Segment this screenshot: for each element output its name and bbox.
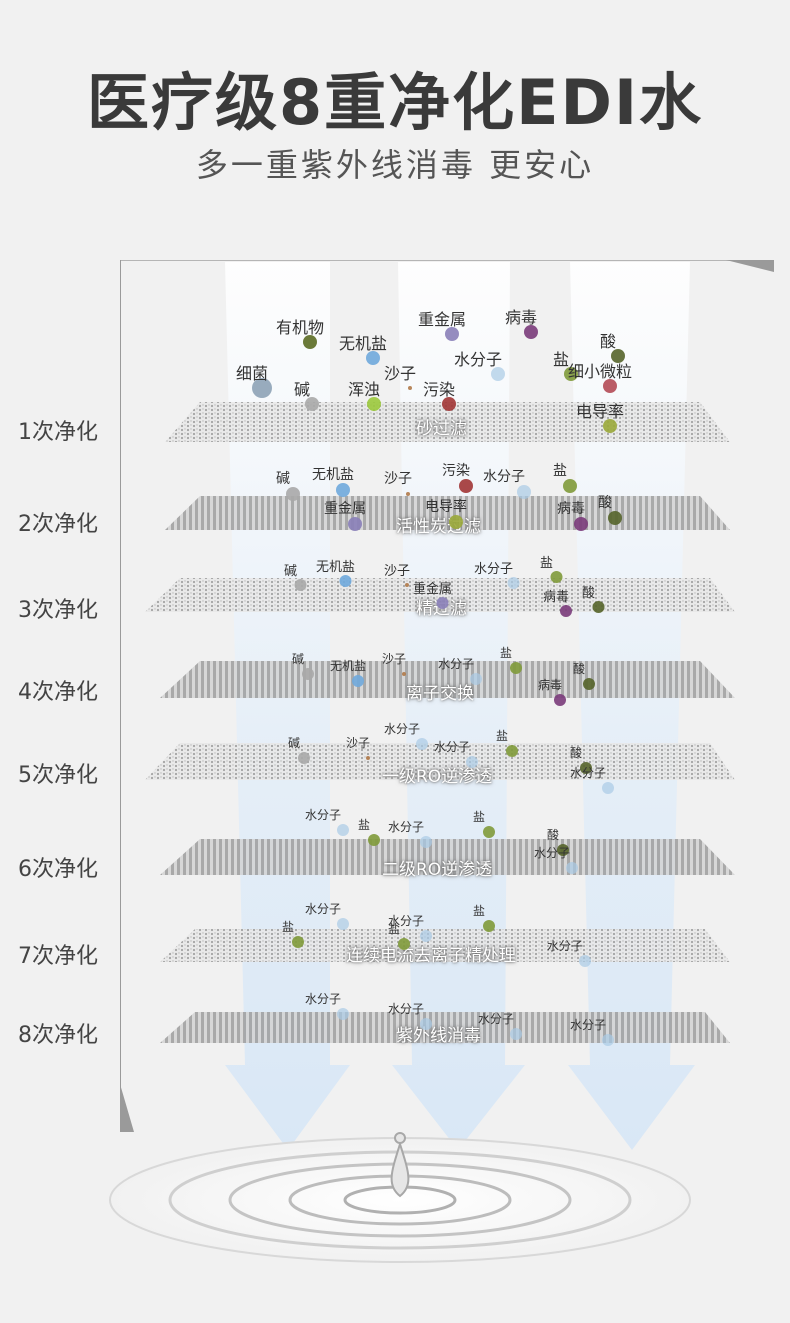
particle-label: 酸 xyxy=(570,746,583,760)
frame-left-line xyxy=(120,260,121,1100)
filter-plate-8 xyxy=(160,1012,730,1043)
particle-label: 酸 xyxy=(600,332,617,351)
particle-label: 盐 xyxy=(473,904,486,918)
particle-label: 碱 xyxy=(284,564,298,579)
beam-right xyxy=(568,262,695,1150)
particle-label: 盐 xyxy=(496,729,509,743)
particle-label: 盐 xyxy=(282,920,295,934)
particle-label: 盐 xyxy=(388,922,401,936)
particle-label: 酸 xyxy=(582,586,596,601)
particle-label: 水分子 xyxy=(474,562,514,577)
stage-7-label: 7次净化 xyxy=(18,944,98,969)
particle-label: 水分子 xyxy=(438,657,475,671)
filter-plate-1 xyxy=(165,402,730,442)
frame-corner-top-right xyxy=(726,260,774,272)
particle-label: 酸 xyxy=(573,662,586,676)
particle-label: 水分子 xyxy=(547,939,584,953)
particle-label: 盐 xyxy=(473,810,486,824)
filter-name-5: 一级RO逆渗透 xyxy=(382,767,493,787)
filter-plate-6 xyxy=(160,839,735,875)
particle-label: 水分子 xyxy=(570,766,607,780)
filter-name-3: 精过滤 xyxy=(416,599,467,619)
particle-label: 浑浊 xyxy=(348,380,381,399)
frame-corner-bottom-left xyxy=(120,1084,134,1132)
stage-3-label: 3次净化 xyxy=(18,598,98,623)
page-title: 医疗级8重净化EDI水 xyxy=(86,66,704,139)
particle-label: 重金属 xyxy=(418,310,467,329)
filter-name-8: 紫外线消毒 xyxy=(396,1026,481,1046)
particle-label: 污染 xyxy=(423,380,456,399)
particle-label: 细小微粒 xyxy=(568,362,633,381)
particle-label: 水分子 xyxy=(478,1012,515,1026)
particle-label: 碱 xyxy=(294,380,311,399)
particle-label: 碱 xyxy=(288,736,301,750)
particle-label: 水分子 xyxy=(534,846,571,860)
filter-name-6: 二级RO逆渗透 xyxy=(382,860,493,880)
particle-label: 沙子 xyxy=(382,652,407,666)
particle-label: 水分子 xyxy=(388,820,425,834)
particle-label: 病毒 xyxy=(543,590,570,605)
particle-label: 无机盐 xyxy=(312,467,354,483)
particle-label: 碱 xyxy=(276,471,290,487)
particle-label: 水分子 xyxy=(454,350,503,369)
stage-8-label: 8次净化 xyxy=(18,1023,98,1048)
particle-label: 重金属 xyxy=(413,582,453,597)
particle-label: 水分子 xyxy=(434,740,471,754)
particle-label: 沙子 xyxy=(384,364,417,383)
particle-label: 盐 xyxy=(553,350,570,369)
frame-top-line xyxy=(120,260,730,261)
particle-label: 沙子 xyxy=(384,564,411,579)
particle-label: 水分子 xyxy=(305,992,342,1006)
stage-5-label: 5次净化 xyxy=(18,763,98,788)
particle-label: 病毒 xyxy=(557,501,585,517)
filter-name-1: 砂过滤 xyxy=(416,419,467,439)
particle-label: 水分子 xyxy=(388,914,425,928)
particle-label: 碱 xyxy=(292,652,305,666)
particle-label: 酸 xyxy=(598,495,612,511)
particle-label: 有机物 xyxy=(276,318,325,337)
filter-plate-2 xyxy=(165,496,730,530)
filter-name-7: 连续电流去离子精处理 xyxy=(346,946,516,966)
filter-name-4: 离子交换 xyxy=(406,684,474,704)
particle-label: 水分子 xyxy=(384,722,421,736)
particle-label: 电导率 xyxy=(576,402,625,421)
particle-label: 盐 xyxy=(553,463,567,479)
particle-label: 无机盐 xyxy=(316,560,356,575)
water-ripple-icon xyxy=(109,1132,691,1263)
beam-left xyxy=(225,262,350,1150)
particle-label: 病毒 xyxy=(538,678,563,692)
particle-label: 沙子 xyxy=(384,471,412,487)
particle-label: 水分子 xyxy=(483,469,525,485)
stage-2-label: 2次净化 xyxy=(18,512,98,537)
particle-label: 水分子 xyxy=(570,1018,607,1032)
particle-label: 盐 xyxy=(540,556,554,571)
particle-label: 无机盐 xyxy=(339,334,388,353)
particle-label: 盐 xyxy=(500,646,513,660)
stage-4-label: 4次净化 xyxy=(18,680,98,705)
particle-label: 沙子 xyxy=(346,736,371,750)
stage-6-label: 6次净化 xyxy=(18,857,98,882)
particle-label: 盐 xyxy=(358,818,371,832)
particle-label: 污染 xyxy=(442,463,470,479)
particle-label: 无机盐 xyxy=(330,659,367,673)
particle-label: 重金属 xyxy=(324,501,366,517)
particle-label: 电导率 xyxy=(425,499,467,515)
particle-label: 病毒 xyxy=(505,308,538,327)
filter-plate-3 xyxy=(145,578,735,612)
particle-label: 水分子 xyxy=(305,902,342,916)
particle-label: 水分子 xyxy=(305,808,342,822)
particle-label: 细菌 xyxy=(236,364,269,383)
particle-label: 酸 xyxy=(547,828,560,842)
page-subtitle: 多一重紫外线消毒 更安心 xyxy=(195,146,595,184)
particle-label: 水分子 xyxy=(388,1002,425,1016)
stage-1-label: 1次净化 xyxy=(18,420,98,445)
